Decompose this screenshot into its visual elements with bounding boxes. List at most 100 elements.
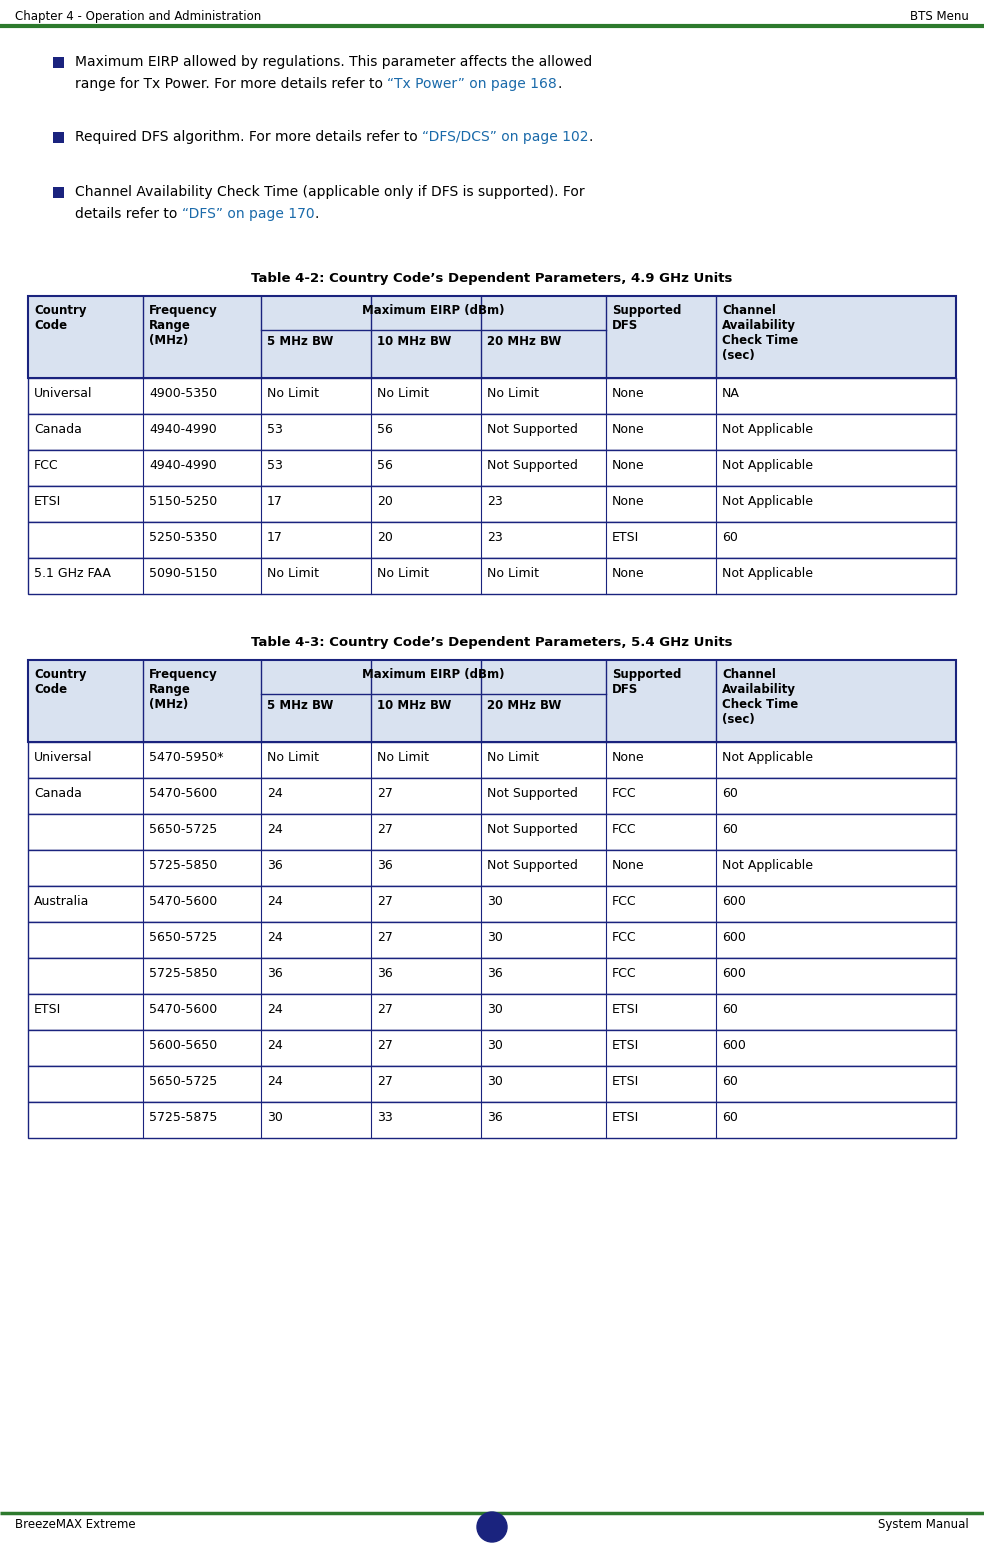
Text: 10 MHz BW: 10 MHz BW <box>377 698 452 712</box>
Text: 4900-5350: 4900-5350 <box>149 386 217 400</box>
Text: Not Supported: Not Supported <box>487 859 578 871</box>
Text: 27: 27 <box>377 786 393 800</box>
Text: FCC: FCC <box>612 786 637 800</box>
Text: None: None <box>612 751 645 763</box>
Text: 100: 100 <box>478 1520 506 1534</box>
Text: ETSI: ETSI <box>612 1003 640 1017</box>
Text: FCC: FCC <box>612 967 637 980</box>
Text: 10 MHz BW: 10 MHz BW <box>377 335 452 348</box>
Text: 27: 27 <box>377 932 393 944</box>
Text: No Limit: No Limit <box>377 751 429 763</box>
Text: 23: 23 <box>487 494 503 508</box>
Text: Channel Availability Check Time (applicable only if DFS is supported). For: Channel Availability Check Time (applica… <box>75 185 584 199</box>
Text: None: None <box>612 567 645 579</box>
Text: 36: 36 <box>487 1111 503 1125</box>
Text: Supported: Supported <box>612 304 681 317</box>
Text: 36: 36 <box>487 967 503 980</box>
Text: FCC: FCC <box>612 823 637 836</box>
Text: Canada: Canada <box>34 786 82 800</box>
Text: .: . <box>557 77 562 91</box>
Text: None: None <box>612 459 645 473</box>
Text: Not Applicable: Not Applicable <box>722 751 813 763</box>
Bar <box>53 131 64 144</box>
Bar <box>28 487 956 522</box>
Text: 24: 24 <box>267 786 282 800</box>
Text: No Limit: No Limit <box>487 567 539 579</box>
Text: Range: Range <box>149 318 191 332</box>
Text: Australia: Australia <box>34 895 90 908</box>
Text: 5.1 GHz FAA: 5.1 GHz FAA <box>34 567 111 579</box>
Text: 27: 27 <box>377 1075 393 1088</box>
Text: 27: 27 <box>377 823 393 836</box>
Text: 5470-5950*: 5470-5950* <box>149 751 223 763</box>
Text: ETSI: ETSI <box>612 1038 640 1052</box>
Text: 24: 24 <box>267 895 282 908</box>
Bar <box>28 660 956 742</box>
Text: 5090-5150: 5090-5150 <box>149 567 217 579</box>
Text: 5470-5600: 5470-5600 <box>149 786 217 800</box>
Text: Not Applicable: Not Applicable <box>722 423 813 436</box>
Text: Availability: Availability <box>722 683 796 695</box>
Text: (sec): (sec) <box>722 712 755 726</box>
Text: ETSI: ETSI <box>612 1075 640 1088</box>
Text: 36: 36 <box>377 859 393 871</box>
Bar <box>28 779 956 814</box>
Text: No Limit: No Limit <box>487 386 539 400</box>
Text: 36: 36 <box>377 967 393 980</box>
Text: 600: 600 <box>722 895 746 908</box>
Text: .: . <box>314 207 319 221</box>
Text: 4940-4990: 4940-4990 <box>149 459 216 473</box>
Text: Table 4-2: Country Code’s Dependent Parameters, 4.9 GHz Units: Table 4-2: Country Code’s Dependent Para… <box>251 272 733 284</box>
Text: No Limit: No Limit <box>267 386 319 400</box>
Text: 5 MHz BW: 5 MHz BW <box>267 335 334 348</box>
Text: Not Applicable: Not Applicable <box>722 567 813 579</box>
Text: None: None <box>612 859 645 871</box>
Text: BTS Menu: BTS Menu <box>910 9 969 23</box>
Text: 36: 36 <box>267 859 282 871</box>
Text: 27: 27 <box>377 1038 393 1052</box>
Text: 24: 24 <box>267 823 282 836</box>
Text: ETSI: ETSI <box>612 531 640 544</box>
Bar <box>28 522 956 558</box>
Text: 5650-5725: 5650-5725 <box>149 823 217 836</box>
Bar <box>53 187 64 198</box>
Bar <box>28 1066 956 1102</box>
Text: No Limit: No Limit <box>267 567 319 579</box>
Text: ETSI: ETSI <box>34 1003 61 1017</box>
Text: Code: Code <box>34 683 67 695</box>
Text: 24: 24 <box>267 1038 282 1052</box>
Text: 30: 30 <box>487 932 503 944</box>
Bar <box>28 297 956 379</box>
Text: Maximum EIRP allowed by regulations. This parameter affects the allowed: Maximum EIRP allowed by regulations. Thi… <box>75 56 592 70</box>
Text: 5725-5850: 5725-5850 <box>149 859 217 871</box>
Bar <box>28 1031 956 1066</box>
Text: ETSI: ETSI <box>34 494 61 508</box>
Text: Chapter 4 - Operation and Administration: Chapter 4 - Operation and Administration <box>15 9 261 23</box>
Text: Frequency: Frequency <box>149 667 217 681</box>
Text: 60: 60 <box>722 786 738 800</box>
Text: 5725-5875: 5725-5875 <box>149 1111 217 1125</box>
Text: 20 MHz BW: 20 MHz BW <box>487 335 562 348</box>
Text: “DFS/DCS” on page 102: “DFS/DCS” on page 102 <box>422 130 588 144</box>
Text: 53: 53 <box>267 459 282 473</box>
Text: 17: 17 <box>267 531 282 544</box>
Text: FCC: FCC <box>34 459 59 473</box>
Text: 5250-5350: 5250-5350 <box>149 531 217 544</box>
Text: (sec): (sec) <box>722 349 755 362</box>
Text: Universal: Universal <box>34 751 92 763</box>
Text: Not Supported: Not Supported <box>487 423 578 436</box>
Text: Supported: Supported <box>612 667 681 681</box>
Text: Channel: Channel <box>722 667 775 681</box>
Text: 36: 36 <box>267 967 282 980</box>
Bar <box>28 993 956 1031</box>
Text: DFS: DFS <box>612 683 639 695</box>
Text: 24: 24 <box>267 1003 282 1017</box>
Bar <box>28 814 956 850</box>
Bar <box>28 379 956 414</box>
Text: Code: Code <box>34 318 67 332</box>
Text: Not Applicable: Not Applicable <box>722 494 813 508</box>
Text: 600: 600 <box>722 1038 746 1052</box>
Text: FCC: FCC <box>612 895 637 908</box>
Text: 33: 33 <box>377 1111 393 1125</box>
Text: Frequency: Frequency <box>149 304 217 317</box>
